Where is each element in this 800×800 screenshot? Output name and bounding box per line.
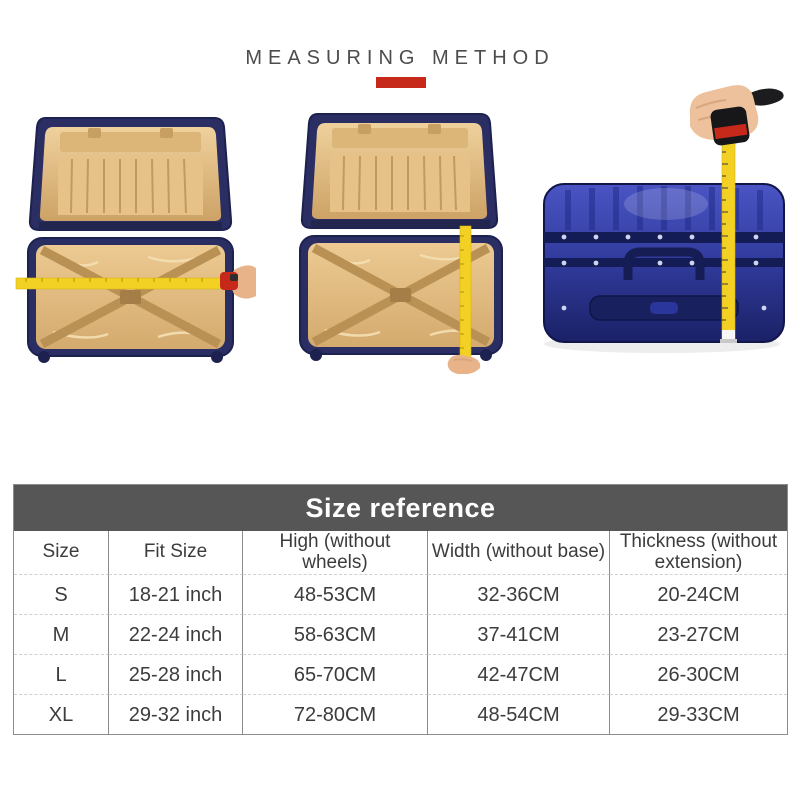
cell-width-m: 37-41CM <box>428 614 610 654</box>
cell-thickness-m: 23-27CM <box>610 614 787 654</box>
closed-suitcase-body <box>543 183 785 343</box>
closed-suitcase-thickness-illustration <box>543 85 785 353</box>
page-title: MEASURING METHOD <box>245 47 555 69</box>
cell-width-xl: 48-54CM <box>428 694 610 734</box>
size-reference-table: Size reference Size Fit Size High (witho… <box>13 484 788 735</box>
column-header-thickness: Thickness (without extension) <box>619 530 778 573</box>
tape-measure-horizontal <box>15 277 229 290</box>
figure-open-suitcase-height <box>282 108 520 374</box>
suitcase-handle <box>623 247 705 280</box>
cell-high-l: 65-70CM <box>243 654 428 694</box>
cell-size-m: M <box>14 614 109 654</box>
cell-size-xl: XL <box>14 694 109 734</box>
column-header-width: Width (without base) <box>428 531 610 574</box>
figure-closed-suitcase-thickness <box>534 82 798 382</box>
hand-holding-tape-measure <box>689 85 784 146</box>
cell-width-l: 42-47CM <box>428 654 610 694</box>
cell-fit-l: 25-28 inch <box>109 654 243 694</box>
figure-open-suitcase-width <box>8 112 256 364</box>
cell-high-m: 58-63CM <box>243 614 428 654</box>
suitcase-lid <box>300 113 499 229</box>
title-underline <box>376 77 426 88</box>
suitcase-base <box>299 235 503 361</box>
suitcase-base <box>27 237 234 363</box>
cell-size-l: L <box>14 654 109 694</box>
tape-measure-vertical <box>720 129 737 343</box>
column-header-high: High (without wheels) <box>243 531 428 574</box>
cell-size-s: S <box>14 574 109 614</box>
cell-fit-m: 22-24 inch <box>109 614 243 654</box>
tape-measure-vertical <box>459 225 472 363</box>
table-grid: Size Fit Size High (without wheels) Widt… <box>14 531 787 734</box>
cell-width-s: 32-36CM <box>428 574 610 614</box>
cell-thickness-l: 26-30CM <box>610 654 787 694</box>
hand-holding-tape-end <box>447 354 481 374</box>
table-title: Size reference <box>305 492 496 523</box>
column-header-fit-size: Fit Size <box>109 531 243 574</box>
open-suitcase-width-illustration <box>15 117 256 363</box>
cell-high-xl: 72-80CM <box>243 694 428 734</box>
cell-high-s: 48-53CM <box>243 574 428 614</box>
open-suitcase-height-illustration <box>299 113 503 374</box>
cell-thickness-s: 20-24CM <box>610 574 787 614</box>
cell-thickness-xl: 29-33CM <box>610 694 787 734</box>
column-header-size: Size <box>14 531 109 574</box>
table-title-band: Size reference <box>14 485 787 531</box>
cell-fit-xl: 29-32 inch <box>109 694 243 734</box>
hand-with-tape-case <box>220 265 256 299</box>
cell-fit-s: 18-21 inch <box>109 574 243 614</box>
suitcase-lid <box>28 117 233 231</box>
